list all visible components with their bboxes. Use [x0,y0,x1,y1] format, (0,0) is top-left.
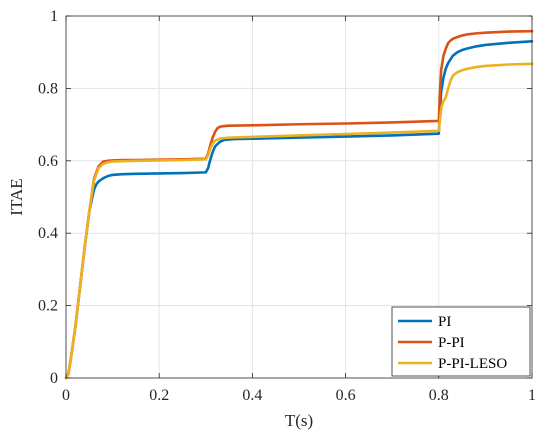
x-tick-label: 0.4 [242,387,262,404]
y-axis-ticks: 0 0.2 0.4 0.6 0.8 1 [38,8,532,387]
y-tick-label: 0.8 [38,80,58,97]
y-tick-label: 0.4 [38,225,58,242]
y-tick-label: 0 [50,370,58,387]
x-tick-label: 0 [62,387,70,404]
series-lines [64,29,534,380]
legend: PI P-PI P-PI-LESO [391,306,531,377]
legend-label: P-PI [438,335,465,351]
y-axis-label: ITAE [7,178,26,215]
x-tick-label: 1 [528,387,536,404]
y-tick-label: 0.2 [38,298,58,315]
legend-label: P-PI-LESO [438,356,507,372]
y-tick-label: 0.6 [38,153,58,170]
y-tick-label: 1 [50,8,58,25]
series-line-p-pi-leso [64,62,534,380]
series-line-pi [64,40,534,380]
x-tick-label: 0.8 [429,387,449,404]
x-tick-label: 0.2 [149,387,169,404]
x-tick-label: 0.6 [336,387,356,404]
x-axis-ticks: 0 0.2 0.4 0.6 0.8 1 [62,16,536,404]
x-axis-label: T(s) [285,411,313,430]
legend-label: PI [438,314,451,330]
plot-frame [65,15,533,379]
